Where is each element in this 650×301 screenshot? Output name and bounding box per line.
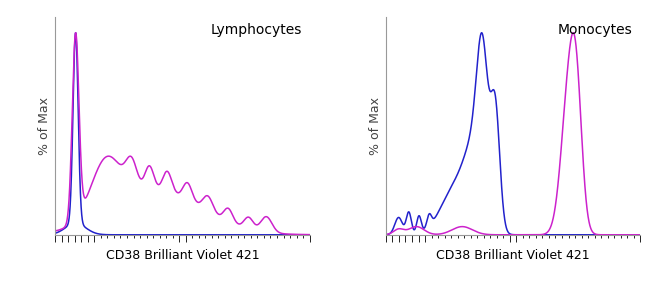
X-axis label: CD38 Brilliant Violet 421: CD38 Brilliant Violet 421 [105, 249, 259, 262]
Text: Monocytes: Monocytes [558, 23, 632, 37]
Y-axis label: % of Max: % of Max [369, 97, 382, 155]
Text: Lymphocytes: Lymphocytes [211, 23, 302, 37]
Y-axis label: % of Max: % of Max [38, 97, 51, 155]
X-axis label: CD38 Brilliant Violet 421: CD38 Brilliant Violet 421 [436, 249, 590, 262]
